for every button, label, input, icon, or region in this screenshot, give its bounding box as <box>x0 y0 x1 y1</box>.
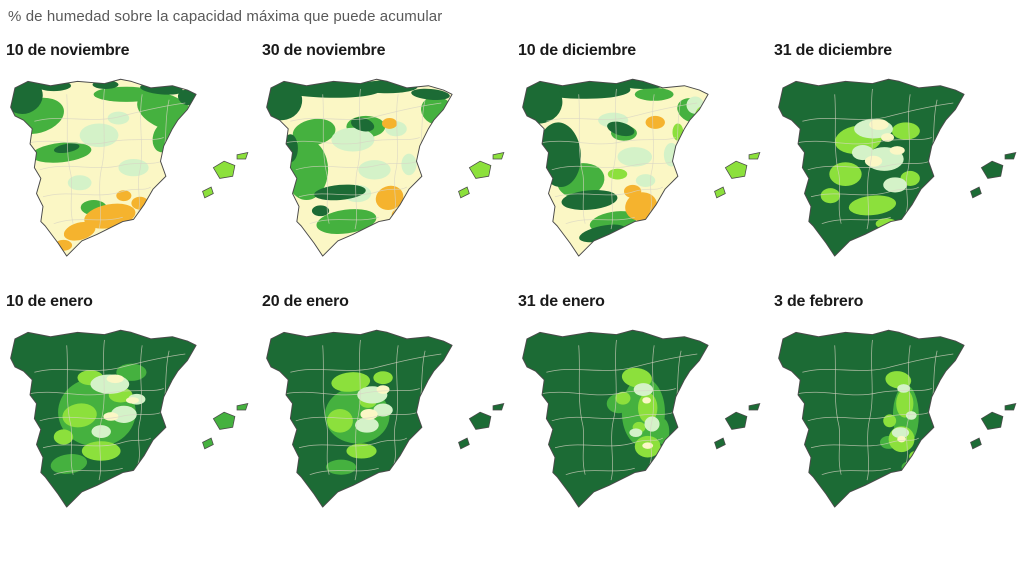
panel-date-label: 10 de noviembre <box>6 42 130 59</box>
balearic-island <box>1004 152 1017 160</box>
balearic-island <box>970 437 982 450</box>
spain-moisture-map <box>266 78 505 257</box>
spain-moisture-map <box>522 329 761 508</box>
panel-date-label: 20 de enero <box>262 293 349 310</box>
spain-moisture-map <box>522 78 761 257</box>
balearic-island <box>202 437 214 450</box>
balearic-island <box>748 152 761 160</box>
panel-date-label: 10 de diciembre <box>518 42 636 59</box>
balearic-island <box>212 160 236 179</box>
map-panel: 30 de noviembre <box>256 38 512 283</box>
balearic-island <box>980 160 1004 179</box>
panel-date-label: 31 de enero <box>518 293 605 310</box>
balearic-island <box>714 437 726 450</box>
province-borders <box>540 88 698 230</box>
province-borders <box>284 339 442 481</box>
balearic-island <box>980 411 1004 430</box>
map-panel: 10 de diciembre <box>512 38 768 283</box>
balearic-island <box>202 186 214 199</box>
province-borders <box>28 88 186 230</box>
balearic-island <box>492 403 505 411</box>
balearic-island <box>458 186 470 199</box>
spain-moisture-map <box>266 329 505 508</box>
balearic-island <box>1004 403 1017 411</box>
map-panel: 20 de enero <box>256 289 512 534</box>
map-panel: 31 de diciembre <box>768 38 1024 283</box>
balearic-island <box>724 411 748 430</box>
province-borders <box>796 339 954 481</box>
balearic-island <box>748 403 761 411</box>
spain-moisture-map <box>10 329 249 508</box>
panel-date-label: 3 de febrero <box>774 293 864 310</box>
balearic-island <box>236 403 249 411</box>
balearic-island <box>468 411 492 430</box>
map-panel: 10 de enero <box>0 289 256 534</box>
province-borders <box>284 88 442 230</box>
balearic-island <box>212 411 236 430</box>
balearic-island <box>492 152 505 160</box>
spain-moisture-map <box>10 78 249 257</box>
map-panel: 31 de enero <box>512 289 768 534</box>
panel-date-label: 10 de enero <box>6 293 93 310</box>
maps-grid: 10 de noviembre 30 de noviembre 10 de dici… <box>0 38 1024 534</box>
map-panel: 10 de noviembre <box>0 38 256 283</box>
spain-moisture-map <box>778 329 1017 508</box>
spain-moisture-map <box>778 78 1017 257</box>
panel-date-label: 31 de diciembre <box>774 42 892 59</box>
page-title: % de humedad sobre la capacidad máxima q… <box>8 8 443 25</box>
province-borders <box>28 339 186 481</box>
balearic-island <box>236 152 249 160</box>
panel-date-label: 30 de noviembre <box>262 42 386 59</box>
balearic-island <box>714 186 726 199</box>
balearic-island <box>724 160 748 179</box>
balearic-island <box>468 160 492 179</box>
map-panel: 3 de febrero <box>768 289 1024 534</box>
balearic-island <box>970 186 982 199</box>
balearic-island <box>458 437 470 450</box>
